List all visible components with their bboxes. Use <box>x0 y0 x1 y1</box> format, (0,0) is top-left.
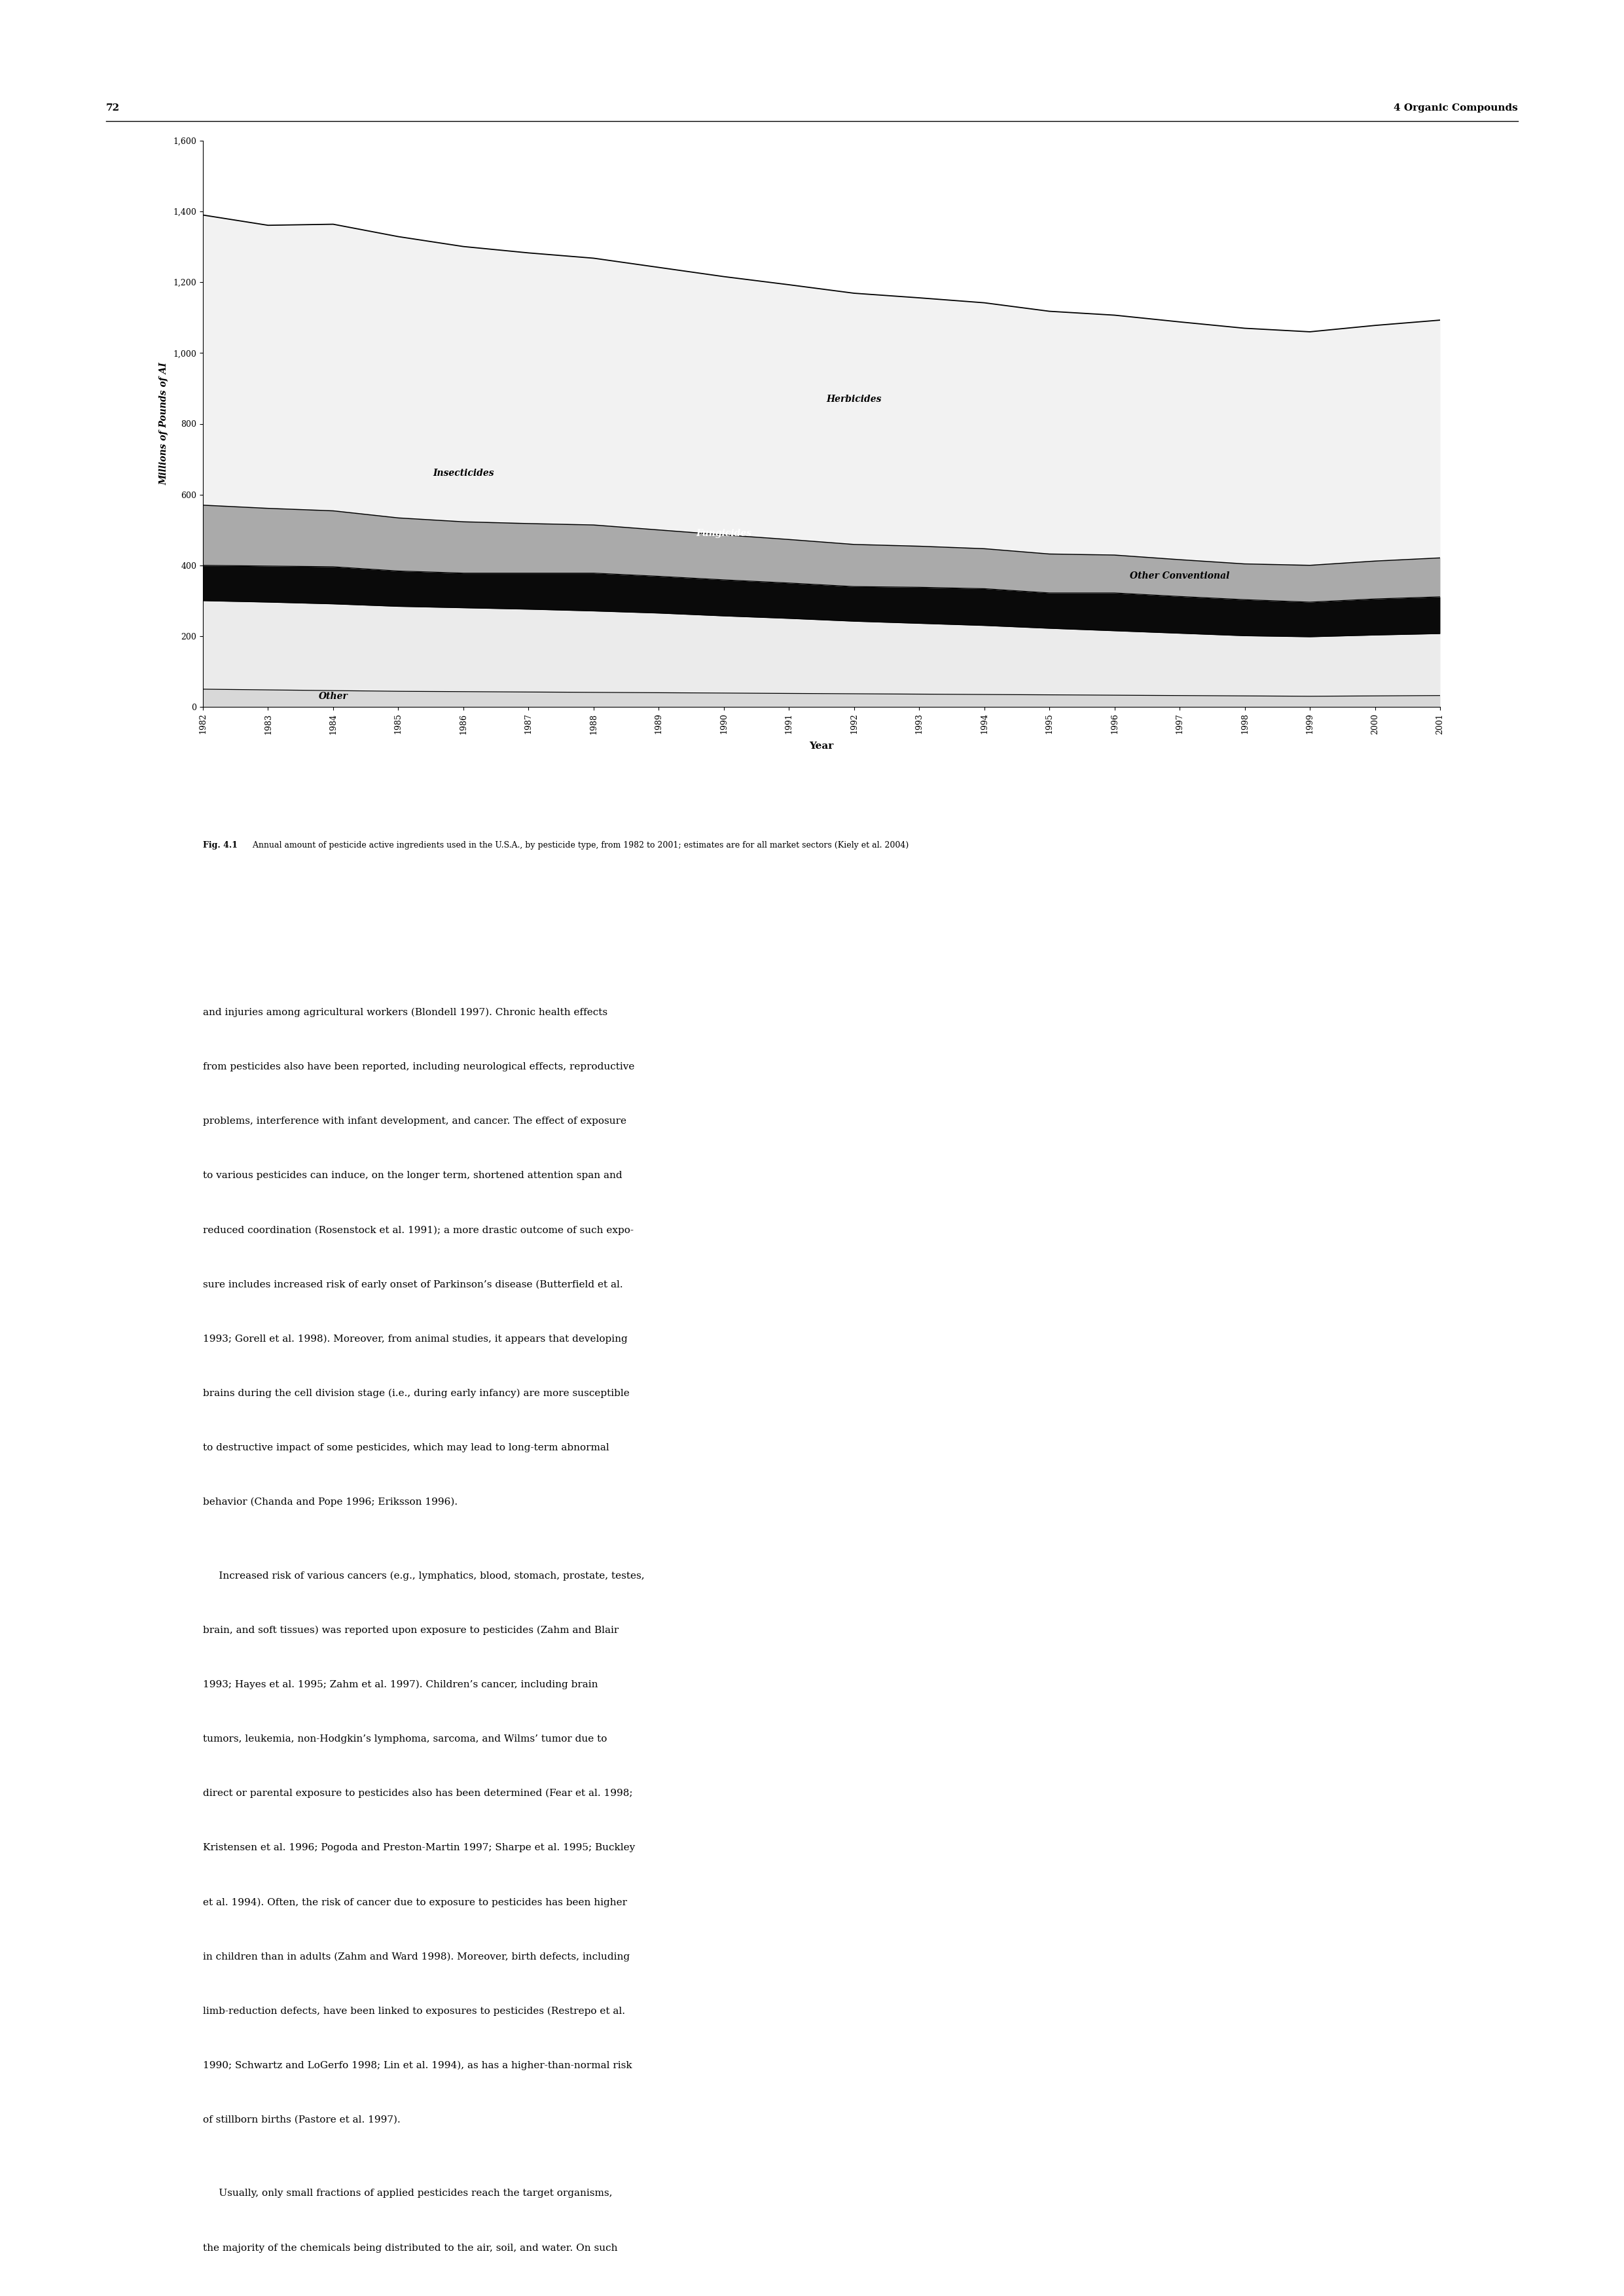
Text: and injuries among agricultural workers (Blondell 1997). Chronic health effects: and injuries among agricultural workers … <box>203 1008 607 1017</box>
Text: Other: Other <box>318 691 348 700</box>
Text: Herbicides: Herbicides <box>827 395 882 404</box>
Text: Usually, only small fractions of applied pesticides reach the target organisms,: Usually, only small fractions of applied… <box>203 2188 612 2197</box>
Text: the majority of the chemicals being distributed to the air, soil, and water. On : the majority of the chemicals being dist… <box>203 2243 617 2252</box>
X-axis label: Year: Year <box>809 742 833 751</box>
Text: Insecticides: Insecticides <box>432 468 494 478</box>
Text: Fig. 4.1: Fig. 4.1 <box>203 840 237 850</box>
Text: sure includes increased risk of early onset of Parkinson’s disease (Butterfield : sure includes increased risk of early on… <box>203 1279 624 1290</box>
Text: to various pesticides can induce, on the longer term, shortened attention span a: to various pesticides can induce, on the… <box>203 1171 622 1180</box>
Text: 4 Organic Compounds: 4 Organic Compounds <box>1393 103 1518 113</box>
Text: 72: 72 <box>106 103 120 113</box>
Text: direct or parental exposure to pesticides also has been determined (Fear et al. : direct or parental exposure to pesticide… <box>203 1789 633 1798</box>
Text: Other Conventional: Other Conventional <box>1130 572 1229 581</box>
Text: problems, interference with infant development, and cancer. The effect of exposu: problems, interference with infant devel… <box>203 1116 627 1125</box>
Text: in children than in adults (Zahm and Ward 1998). Moreover, birth defects, includ: in children than in adults (Zahm and War… <box>203 1952 630 1961</box>
Text: reduced coordination (Rosenstock et al. 1991); a more drastic outcome of such ex: reduced coordination (Rosenstock et al. … <box>203 1226 633 1235</box>
Y-axis label: Millions of Pounds of AI: Millions of Pounds of AI <box>159 363 169 484</box>
Text: from pesticides also have been reported, including neurological effects, reprodu: from pesticides also have been reported,… <box>203 1063 635 1072</box>
Text: limb-reduction defects, have been linked to exposures to pesticides (Restrepo et: limb-reduction defects, have been linked… <box>203 2007 625 2016</box>
Text: brains during the cell division stage (i.e., during early infancy) are more susc: brains during the cell division stage (i… <box>203 1389 630 1398</box>
Text: Annual amount of pesticide active ingredients used in the U.S.A., by pesticide t: Annual amount of pesticide active ingred… <box>247 840 909 850</box>
Text: to destructive impact of some pesticides, which may lead to long-term abnormal: to destructive impact of some pesticides… <box>203 1442 609 1451</box>
Text: et al. 1994). Often, the risk of cancer due to exposure to pesticides has been h: et al. 1994). Often, the risk of cancer … <box>203 1896 627 1908</box>
Text: tumors, leukemia, non-Hodgkin’s lymphoma, sarcoma, and Wilms’ tumor due to: tumors, leukemia, non-Hodgkin’s lymphoma… <box>203 1733 607 1743</box>
Text: 1990; Schwartz and LoGerfo 1998; Lin et al. 1994), as has a higher-than-normal r: 1990; Schwartz and LoGerfo 1998; Lin et … <box>203 2060 632 2071</box>
Text: Kristensen et al. 1996; Pogoda and Preston-Martin 1997; Sharpe et al. 1995; Buck: Kristensen et al. 1996; Pogoda and Prest… <box>203 1844 635 1853</box>
Text: behavior (Chanda and Pope 1996; Eriksson 1996).: behavior (Chanda and Pope 1996; Eriksson… <box>203 1497 458 1506</box>
Text: 1993; Hayes et al. 1995; Zahm et al. 1997). Children’s cancer, including brain: 1993; Hayes et al. 1995; Zahm et al. 199… <box>203 1681 598 1690</box>
Text: 1993; Gorell et al. 1998). Moreover, from animal studies, it appears that develo: 1993; Gorell et al. 1998). Moreover, fro… <box>203 1334 627 1343</box>
Text: of stillborn births (Pastore et al. 1997).: of stillborn births (Pastore et al. 1997… <box>203 2115 401 2124</box>
Text: Fungicides: Fungicides <box>697 528 752 537</box>
Text: Increased risk of various cancers (e.g., lymphatics, blood, stomach, prostate, t: Increased risk of various cancers (e.g.,… <box>203 1570 645 1580</box>
Text: brain, and soft tissues) was reported upon exposure to pesticides (Zahm and Blai: brain, and soft tissues) was reported up… <box>203 1626 619 1635</box>
